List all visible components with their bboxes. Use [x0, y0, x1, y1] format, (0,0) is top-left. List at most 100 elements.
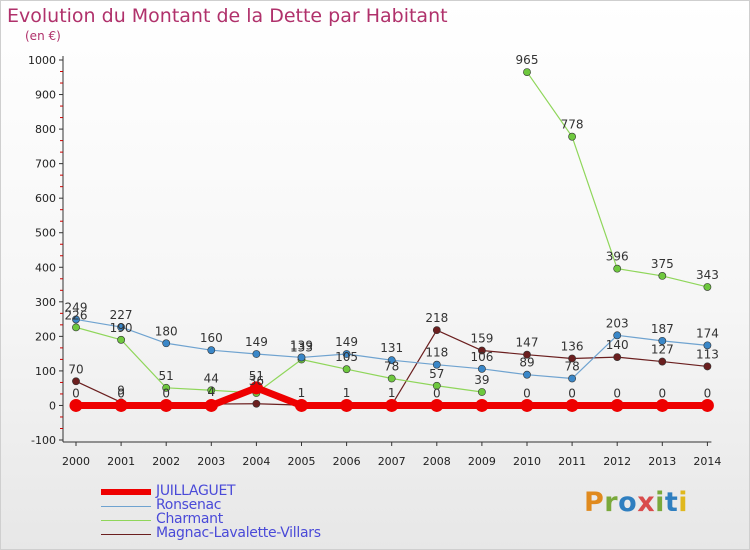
data-point-ronsenac — [703, 341, 712, 350]
data-point-charmant — [207, 386, 216, 395]
data-point-magnac-lavalette-villars — [523, 350, 531, 359]
data-point-juillaguet — [114, 398, 128, 412]
x-tick-label: 2002 — [152, 455, 180, 468]
legend-swatch — [101, 489, 151, 495]
x-tick-label: 2000 — [62, 455, 90, 468]
data-point-charmant — [342, 365, 351, 374]
data-label: 131 — [380, 341, 403, 355]
data-label: 113 — [696, 347, 719, 361]
legend-swatch — [101, 506, 151, 507]
x-tick-label: 2013 — [648, 455, 676, 468]
data-label: 136 — [561, 339, 584, 353]
data-label: 36 — [249, 374, 264, 388]
data-point-ronsenac — [342, 350, 351, 358]
data-point-charmant — [703, 283, 712, 291]
data-label: 0 — [568, 386, 576, 400]
data-point-charmant — [162, 383, 171, 392]
x-tick-label: 2012 — [603, 455, 631, 468]
series-lines — [69, 68, 714, 412]
y-tick-label: 900 — [35, 89, 56, 102]
y-tick-label: 1000 — [28, 54, 56, 67]
data-point-ronsenac — [477, 364, 486, 373]
data-point-juillaguet — [610, 398, 624, 412]
data-point-charmant — [117, 335, 125, 344]
y-tick-label: 100 — [35, 365, 56, 378]
data-point-magnac-lavalette-villars — [568, 354, 576, 363]
data-point-juillaguet — [385, 398, 399, 412]
data-point-charmant — [432, 381, 441, 390]
data-label: 343 — [696, 268, 719, 282]
y-tick-label: 300 — [35, 296, 56, 309]
data-label: 105 — [335, 350, 358, 364]
data-label: 396 — [606, 250, 629, 264]
proxiti-logo: Proxiti — [584, 487, 688, 518]
y-tick-label: -100 — [31, 434, 56, 447]
data-label: 0 — [658, 386, 666, 400]
legend-label: Magnac-Lavalette-Villars — [156, 525, 321, 541]
data-point-magnac-lavalette-villars — [613, 353, 622, 361]
data-point-charmant — [523, 68, 531, 76]
logo-letter: x — [637, 487, 656, 518]
data-label: 70 — [68, 362, 83, 376]
data-label: 375 — [651, 257, 674, 271]
data-label: 147 — [516, 336, 539, 350]
data-point-ronsenac — [72, 315, 80, 324]
data-label: 965 — [516, 53, 539, 67]
data-point-charmant — [658, 272, 667, 280]
legend-label: Ronsenac — [156, 497, 222, 513]
data-label: 133 — [290, 341, 313, 355]
x-tick-label: 2005 — [288, 455, 316, 468]
data-label: 89 — [519, 356, 534, 370]
x-tick-label: 2001 — [107, 455, 135, 468]
data-point-juillaguet — [295, 398, 308, 412]
data-label: 190 — [110, 321, 133, 335]
y-tick-label: 400 — [35, 261, 56, 274]
data-label: 4 — [207, 385, 215, 399]
data-label: 1 — [298, 386, 306, 400]
data-label: 127 — [651, 343, 674, 357]
data-label: 778 — [561, 118, 584, 132]
data-point-ronsenac — [613, 331, 622, 340]
data-label: 9 — [117, 383, 125, 397]
data-label: 0 — [72, 386, 80, 400]
series-ronsenac — [72, 315, 712, 383]
data-label: 0 — [117, 386, 125, 400]
data-point-ronsenac — [117, 323, 125, 331]
legend-swatch — [101, 520, 151, 521]
chart-title: Evolution du Montant de la Dette par Hab… — [7, 5, 448, 27]
data-point-juillaguet — [700, 398, 714, 412]
data-point-magnac-lavalette-villars — [252, 399, 261, 408]
data-point-charmant — [477, 388, 486, 396]
data-point-ronsenac — [252, 350, 261, 358]
logo-letter: i — [678, 487, 689, 518]
data-label: 227 — [110, 308, 133, 322]
data-point-magnac-lavalette-villars — [477, 346, 486, 355]
data-label: 203 — [606, 316, 629, 330]
x-tick-label: 2008 — [423, 455, 451, 468]
data-point-juillaguet — [69, 398, 83, 412]
y-tick-label: 500 — [35, 227, 56, 240]
x-tick-label: 2010 — [513, 455, 541, 468]
x-tick-label: 2007 — [378, 455, 406, 468]
series-juillaguet — [69, 381, 714, 412]
logo-letter: P — [584, 487, 605, 518]
data-point-ronsenac — [432, 360, 441, 369]
data-point-magnac-lavalette-villars — [432, 326, 441, 335]
data-point-ronsenac — [568, 374, 576, 383]
data-label: 0 — [613, 386, 621, 400]
data-label: 106 — [470, 350, 493, 364]
data-point-juillaguet — [520, 398, 534, 412]
data-label: 249 — [65, 300, 88, 314]
data-label: 140 — [606, 338, 629, 352]
x-tick-label: 2014 — [693, 455, 721, 468]
data-labels: 2492267002271909018051016044414951361391… — [65, 53, 719, 400]
series-line-charmant — [75, 326, 483, 394]
data-label: 187 — [651, 322, 674, 336]
legend-label: Charmant — [156, 511, 223, 527]
data-label: 1 — [343, 386, 351, 400]
data-label: 0 — [433, 386, 441, 400]
data-point-ronsenac — [658, 336, 667, 345]
data-point-juillaguet — [565, 398, 579, 412]
y-tick-label: 200 — [35, 330, 56, 343]
data-point-ronsenac — [523, 370, 531, 379]
